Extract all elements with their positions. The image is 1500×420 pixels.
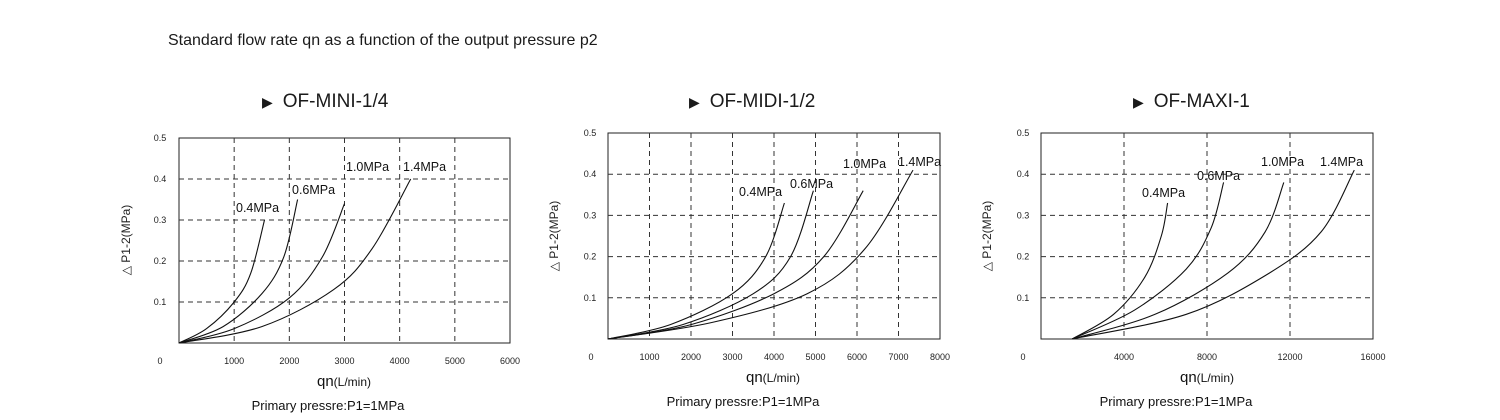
- page-heading: Standard flow rate qn as a function of t…: [168, 32, 598, 49]
- x-axis-label: qn(L/min): [1180, 369, 1234, 386]
- chart-1: 1000 2000 3000 4000 5000 6000 7000 8000 0.1 0.2 0.…: [547, 128, 950, 409]
- y-tick-label: 0.3: [1017, 210, 1030, 220]
- x-tick-label: 12000: [1277, 352, 1302, 362]
- series-label: 1.4MPa: [1320, 155, 1363, 169]
- x-tick-label: 6000: [847, 352, 867, 362]
- series-line-1.4MPa: [178, 178, 412, 344]
- chart-0: 1000 2000 3000 4000 5000 6000 0.1 0.2 0.3 0.4 0.5 0…: [119, 133, 520, 413]
- series-line-0.6MPa: [607, 190, 814, 340]
- triangle-bullet-icon: ▶: [262, 93, 273, 110]
- x-axis-label-main: qn: [317, 373, 334, 390]
- x-axis-label: qn(L/min): [746, 369, 800, 386]
- series-line-1.4MPa: [607, 169, 914, 340]
- series-label: 0.6MPa: [292, 183, 335, 197]
- y-tick-label: 0.2: [584, 252, 597, 262]
- origin-label: 0: [588, 352, 593, 362]
- series-label: 1.4MPa: [898, 155, 941, 169]
- x-axis-label-unit: (L/min): [334, 375, 371, 389]
- chart-title-text: OF-MINI-1/4: [282, 91, 389, 112]
- series-line-0.4MPa: [607, 202, 785, 340]
- y-tick-label: 0.1: [1017, 293, 1030, 303]
- series-label: 0.6MPa: [790, 177, 833, 191]
- series-line-0.6MPa: [178, 199, 299, 344]
- series-line-1.0MPa: [1071, 182, 1285, 340]
- series-line-0.4MPa: [1071, 202, 1169, 340]
- x-axis-label-main: qn: [746, 369, 763, 386]
- series-label: 1.0MPa: [346, 160, 389, 174]
- y-tick-label: 0.1: [584, 293, 597, 303]
- series-line-1.0MPa: [178, 203, 346, 344]
- x-tick-label: 4000: [764, 352, 784, 362]
- x-axis-label-unit: (L/min): [1197, 371, 1234, 385]
- y-tick-label: 0.3: [154, 215, 167, 225]
- y-axis-label: △ P1-2(MPa): [547, 201, 561, 272]
- origin-label: 0: [157, 356, 162, 366]
- y-tick-label: 0.5: [584, 128, 597, 138]
- triangle-bullet-icon: ▶: [689, 93, 700, 110]
- y-tick-label: 0.4: [584, 169, 597, 179]
- series-label: 0.4MPa: [1142, 186, 1185, 200]
- series-label: 1.4MPa: [403, 160, 446, 174]
- x-axis-label-unit: (L/min): [763, 371, 800, 385]
- chart-title-midi: ▶ OF-MIDI-1/2: [689, 91, 815, 113]
- x-tick-label: 2000: [279, 356, 299, 366]
- y-tick-label: 0.2: [154, 256, 167, 266]
- y-axis-label: △ P1-2(MPa): [980, 201, 994, 272]
- chart-title-maxi: ▶ OF-MAXI-1: [1133, 91, 1250, 113]
- series-line-1.4MPa: [1071, 169, 1355, 340]
- series-line-0.6MPa: [1071, 182, 1225, 340]
- x-tick-label: 4000: [390, 356, 410, 366]
- x-tick-label: 3000: [334, 356, 354, 366]
- x-tick-label: 8000: [930, 352, 950, 362]
- y-tick-label: 0.1: [154, 297, 167, 307]
- y-tick-label: 0.4: [1017, 169, 1030, 179]
- y-axis-label: △ P1-2(MPa): [119, 205, 133, 276]
- x-tick-label: 4000: [1114, 352, 1134, 362]
- series-line-0.4MPa: [178, 219, 266, 344]
- chart-title-mini: ▶ OF-MINI-1/4: [262, 91, 388, 113]
- x-tick-label: 2000: [681, 352, 701, 362]
- x-tick-label: 1000: [224, 356, 244, 366]
- origin-label: 0: [1020, 352, 1025, 362]
- series-label: 1.0MPa: [1261, 155, 1304, 169]
- chart-title-text: OF-MIDI-1/2: [709, 91, 816, 112]
- x-tick-label: 8000: [1197, 352, 1217, 362]
- primary-pressure-note: Primary pressre:P1=1MPa: [1100, 394, 1254, 409]
- x-axis-label: qn(L/min): [317, 373, 371, 390]
- series-label: 0.4MPa: [739, 185, 782, 199]
- x-tick-label: 7000: [888, 352, 908, 362]
- x-tick-label: 16000: [1360, 352, 1385, 362]
- primary-pressure-note: Primary pressre:P1=1MPa: [667, 394, 821, 409]
- y-tick-label: 0.4: [154, 174, 167, 184]
- x-tick-label: 6000: [500, 356, 520, 366]
- y-tick-label: 0.5: [1017, 128, 1030, 138]
- triangle-bullet-icon: ▶: [1133, 93, 1144, 110]
- chart-title-text: OF-MAXI-1: [1153, 91, 1250, 112]
- x-tick-label: 5000: [445, 356, 465, 366]
- series-label: 0.4MPa: [236, 201, 279, 215]
- y-tick-label: 0.5: [154, 133, 167, 143]
- x-tick-label: 5000: [805, 352, 825, 362]
- x-axis-label-main: qn: [1180, 369, 1197, 386]
- series-label: 1.0MPa: [843, 157, 886, 171]
- y-tick-label: 0.2: [1017, 252, 1030, 262]
- x-tick-label: 1000: [639, 352, 659, 362]
- x-tick-label: 3000: [722, 352, 742, 362]
- chart-2: 4000 8000 12000 16000 0.1 0.2 0.3 0.4 0.5 0 △ P1-2…: [980, 128, 1386, 409]
- y-tick-label: 0.3: [584, 210, 597, 220]
- primary-pressure-note: Primary pressre:P1=1MPa: [252, 398, 406, 413]
- series-label: 0.6MPa: [1197, 169, 1240, 183]
